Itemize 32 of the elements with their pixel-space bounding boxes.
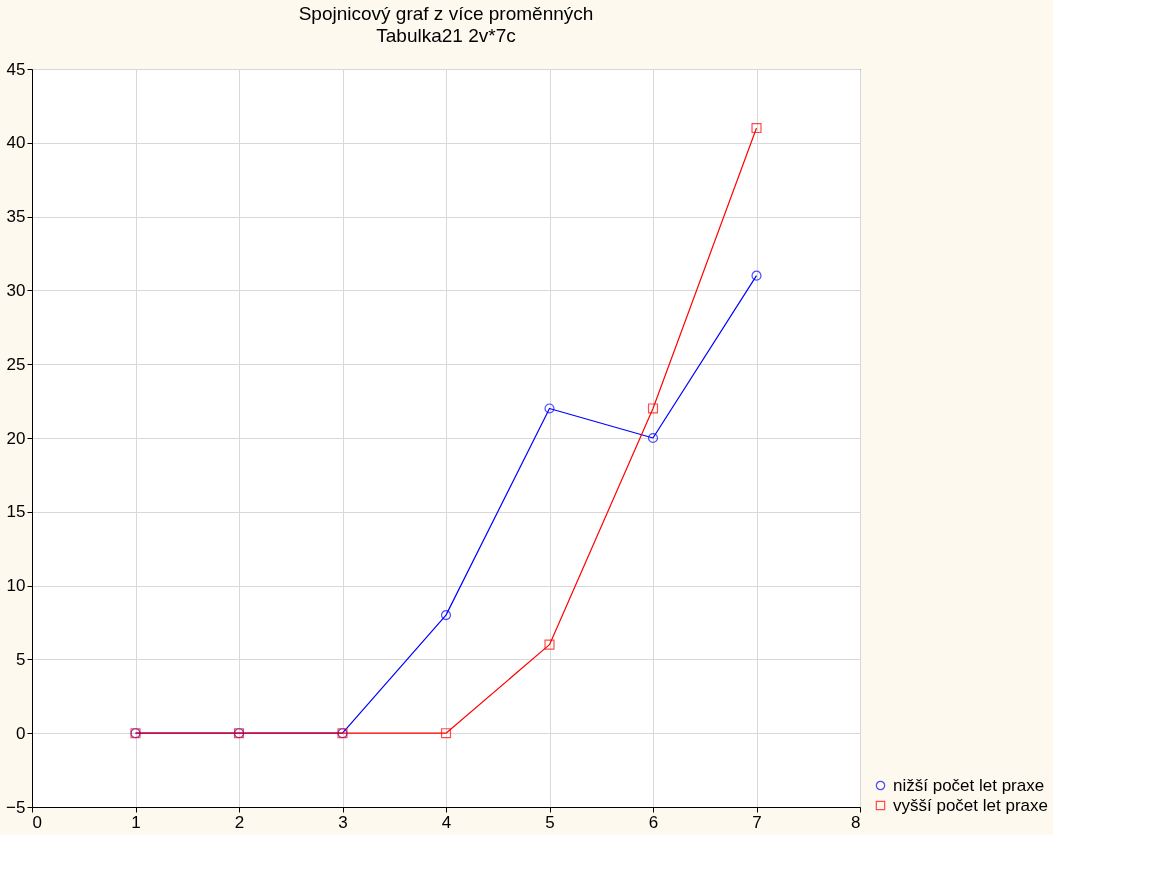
point: [544, 639, 555, 650]
point: [647, 432, 659, 444]
point: [544, 403, 555, 414]
x-tick-label: 5: [545, 812, 555, 832]
point: [440, 728, 452, 739]
y-tick-label: 40: [6, 133, 26, 153]
x-tick-label: 3: [338, 812, 348, 832]
x-tick-label: 8: [851, 812, 861, 832]
point: [647, 403, 659, 414]
chart-title: Spojnicový graf z více proměnných: [298, 3, 594, 24]
chart-subtitle: Tabulka21 2v*7c: [376, 25, 516, 46]
x-tick-label: 7: [752, 812, 762, 832]
x-tick-label: 6: [648, 812, 659, 832]
x-tick-label: 2: [234, 812, 245, 832]
y-tick-label: 25: [6, 354, 26, 374]
y-tick-label: 45: [6, 59, 26, 79]
y-tick-label: 30: [6, 280, 26, 300]
x-tick-label: 0: [32, 812, 42, 832]
y-tick-label: 0: [16, 723, 26, 743]
x-tick-label: 4: [441, 812, 452, 832]
point: [751, 122, 762, 134]
y-tick-label: 10: [6, 576, 26, 596]
y-tick-label: 20: [6, 428, 26, 448]
legend-label: nižší počet let praxe: [893, 775, 1045, 795]
x-tick-label: 1: [131, 812, 141, 832]
y-tick-label: 15: [6, 502, 26, 522]
legend-label: vyšší počet let praxe: [893, 795, 1048, 815]
point: [751, 270, 762, 281]
y-tick-label: 35: [6, 207, 26, 227]
point: [440, 610, 452, 621]
y-tick-label: 5: [16, 649, 26, 669]
y-tick-label: −5: [6, 797, 26, 817]
